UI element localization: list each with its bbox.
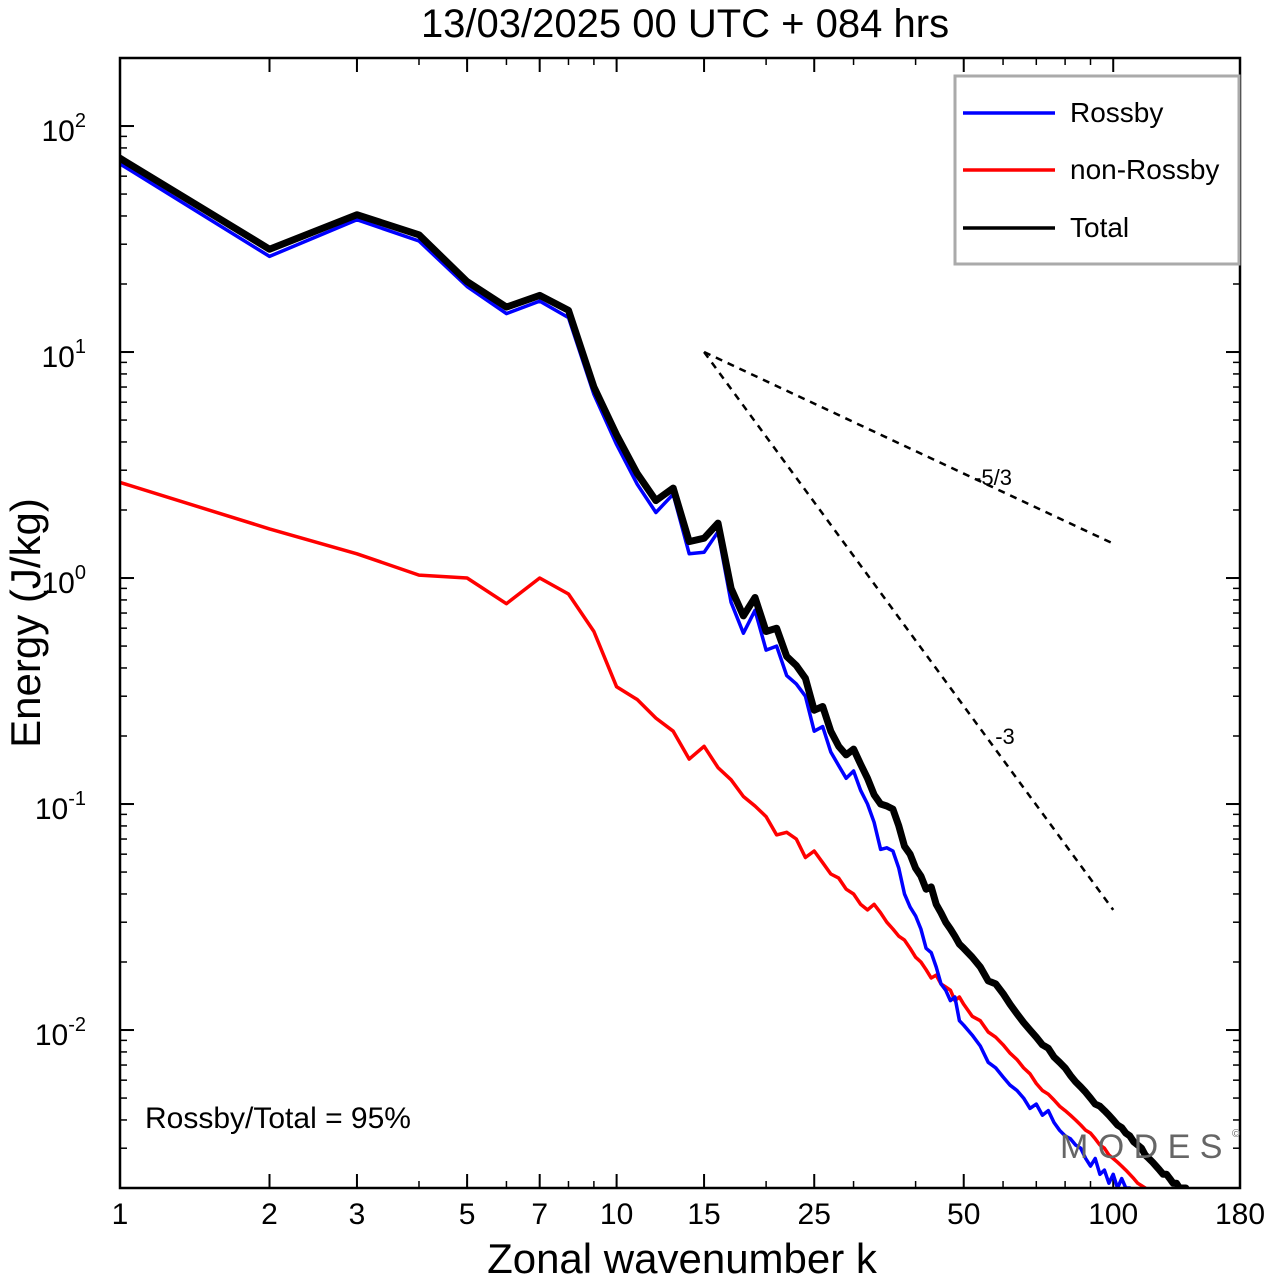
legend-label-non-rossby: non-Rossby [1070,154,1219,185]
x-tick-label: 7 [531,1198,548,1231]
reference-slope-label: -5/3 [974,465,1012,490]
y-tick-label: 102 [42,110,87,148]
series-line-non-rossby [120,480,1147,1188]
x-tick-label: 2 [261,1198,278,1231]
watermark-copyright-mark: © [1232,1128,1240,1140]
x-tick-label: 50 [947,1198,980,1231]
chart-title: 13/03/2025 00 UTC + 084 hrs [421,2,949,46]
series-lines [120,154,1190,1188]
legend: Rossby non-Rossby Total [953,74,1241,266]
x-axis-label: Zonal wavenumber k [487,1235,878,1281]
legend-label-rossby: Rossby [1070,97,1163,128]
x-tick-label: 3 [349,1198,366,1231]
y-tick-label: 100 [42,562,87,600]
modes-watermark: M O D E S [1060,1128,1222,1166]
legend-label-total: Total [1070,212,1129,243]
x-tick-label: 100 [1088,1198,1138,1231]
ratio-annotation: Rossby/Total = 95% [145,1102,411,1135]
x-tick-label: 10 [600,1198,633,1231]
plot-frame [118,56,1242,1190]
series-line-total [120,154,1190,1188]
x-tick-label: 15 [687,1198,720,1231]
reference-slope-label: -3 [995,724,1015,749]
x-tick-label: 5 [459,1198,476,1231]
y-axis-label: Energy (J/kg) [2,498,49,748]
y-tick-label: 10-1 [35,788,86,826]
y-tick-label: 101 [42,336,87,374]
x-tick-label: 25 [798,1198,831,1231]
x-tick-label: 180 [1215,1198,1265,1231]
reference-slope-line [703,350,1114,545]
reference-slopes: -5/3 -3 [703,350,1115,911]
y-tick-label: 10-2 [35,1014,86,1052]
reference-slope-line [703,351,1115,911]
series-line-rossby [120,162,1132,1188]
x-tick-label: 1 [112,1198,129,1231]
